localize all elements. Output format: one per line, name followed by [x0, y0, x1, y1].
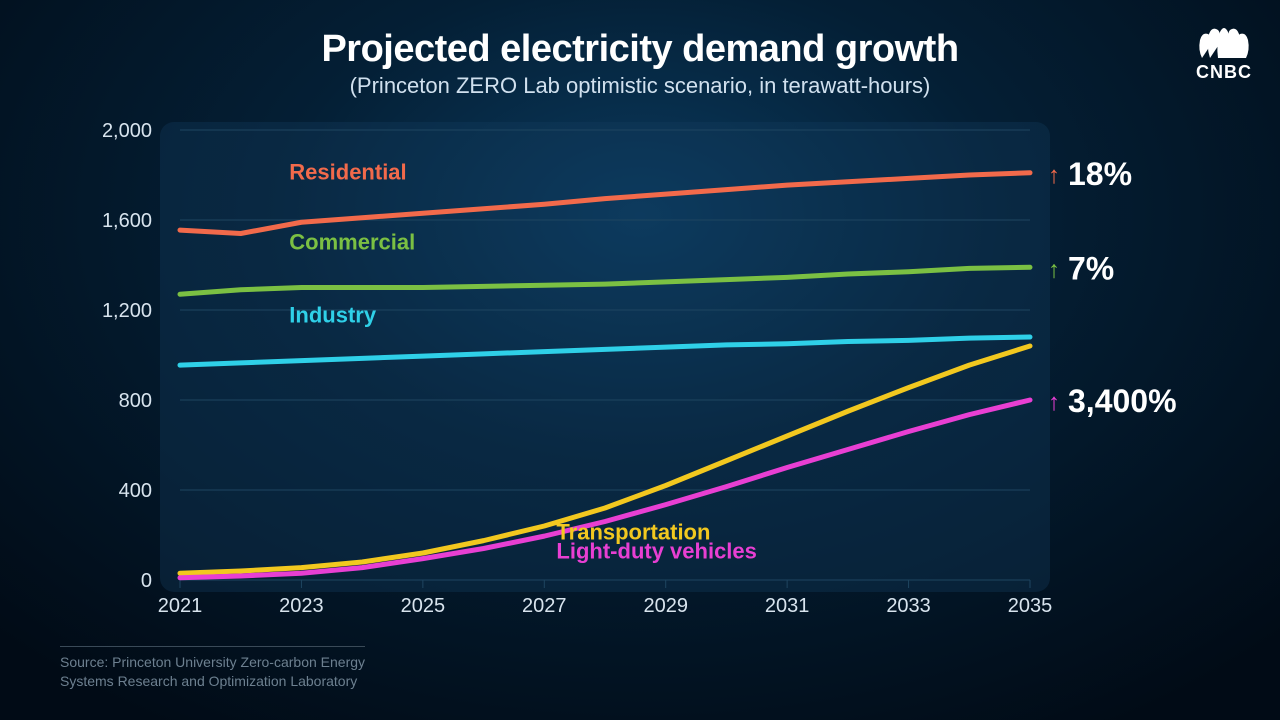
chart-container: 0 400 800 1,200 1,600 2,000 2021 2023 2025 2027 20… [100, 120, 1180, 620]
callout-arrow-icon: ↑ [1048, 162, 1060, 189]
x-axis-label: 2035 [1008, 595, 1053, 617]
series-label-residential: Residential [289, 160, 406, 185]
callout-arrow-icon: ↑ [1048, 389, 1060, 416]
cnbc-logo-text: CNBC [1196, 62, 1252, 83]
x-axis-label: 2023 [279, 595, 324, 617]
x-axis-label: 2033 [886, 595, 931, 617]
cnbc-logo: CNBC [1196, 20, 1252, 83]
chart-subtitle: (Princeton ZERO Lab optimistic scenario,… [0, 73, 1280, 99]
x-axis-label: 2021 [158, 595, 203, 617]
peacock-icon [1196, 20, 1252, 60]
callout-arrow-icon: ↑ [1048, 256, 1060, 283]
line-chart: 0 400 800 1,200 1,600 2,000 2021 2023 2025 2027 20… [100, 120, 1280, 640]
y-axis-label: 400 [119, 480, 152, 502]
x-axis-label: 2029 [643, 595, 688, 617]
source-attribution: Source: Princeton University Zero-carbon… [60, 646, 365, 692]
y-axis-label: 1,200 [102, 300, 152, 322]
callout-value-residential: 18% [1068, 156, 1132, 192]
x-axis-label: 2031 [765, 595, 810, 617]
x-axis-label: 2027 [522, 595, 567, 617]
source-line-1: Source: Princeton University Zero-carbon… [60, 653, 365, 673]
y-axis-label: 800 [119, 390, 152, 412]
callout-value-light-duty-vehicles: 3,400% [1068, 383, 1177, 419]
callout-value-commercial: 7% [1068, 250, 1114, 286]
series-label-commercial: Commercial [289, 229, 415, 254]
series-label-industry: Industry [289, 302, 377, 327]
series-label-light-duty-vehicles: Light-duty vehicles [556, 539, 756, 564]
source-line-2: Systems Research and Optimization Labora… [60, 672, 365, 692]
x-axis-label: 2025 [401, 595, 446, 617]
y-axis-label: 2,000 [102, 120, 152, 142]
y-axis-label: 0 [141, 570, 152, 592]
y-axis-label: 1,600 [102, 210, 152, 232]
chart-title: Projected electricity demand growth [0, 28, 1280, 71]
